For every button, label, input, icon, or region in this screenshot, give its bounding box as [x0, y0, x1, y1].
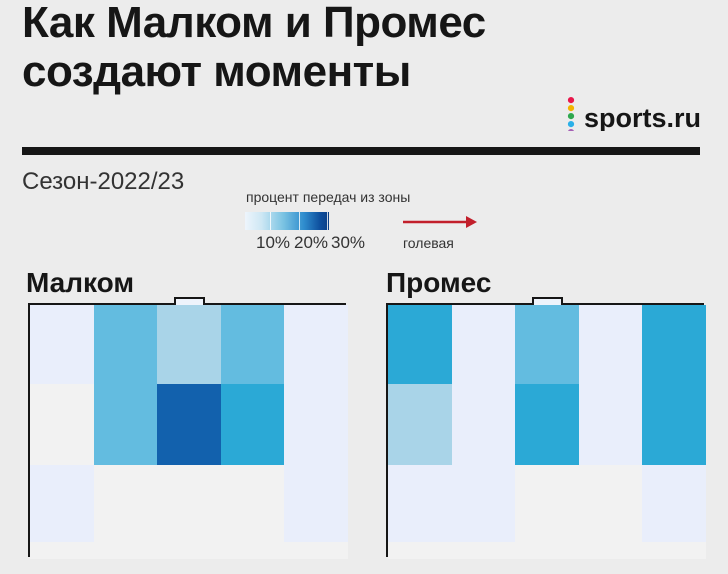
svg-text:sports.ru: sports.ru — [584, 103, 701, 131]
